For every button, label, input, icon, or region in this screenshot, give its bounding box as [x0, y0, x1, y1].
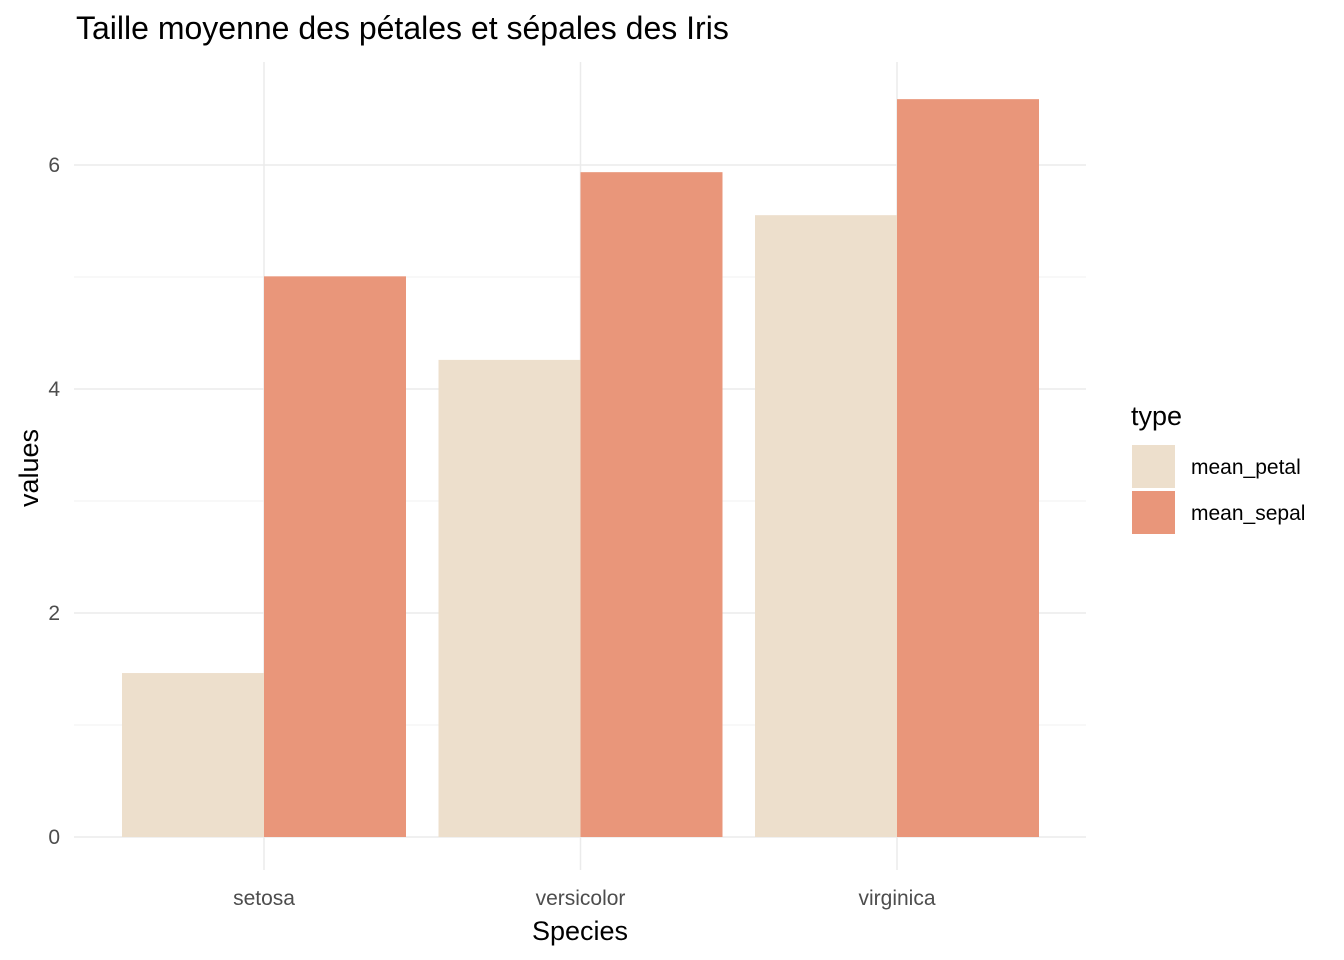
- legend-title: type: [1131, 401, 1182, 431]
- y-tick-label: 2: [48, 602, 60, 625]
- y-axis-ticks: 0 2 4 6: [48, 154, 60, 849]
- x-tick-label: virginica: [858, 887, 935, 910]
- bar-mean_sepal-versicolor: [580, 172, 723, 838]
- legend: type mean_petal mean_sepal: [1131, 401, 1305, 534]
- x-tick-label: setosa: [233, 887, 295, 910]
- legend-label-mean_petal: mean_petal: [1191, 456, 1301, 479]
- chart-title: Taille moyenne des pétales et sépales de…: [76, 10, 729, 46]
- y-axis-title: values: [14, 429, 44, 507]
- x-axis-ticks: setosa versicolor virginica: [233, 887, 936, 910]
- bar-mean_sepal-setosa: [264, 276, 406, 837]
- y-tick-label: 6: [48, 154, 60, 177]
- bar-mean_petal-setosa: [122, 673, 264, 837]
- x-tick-label: versicolor: [536, 887, 626, 910]
- y-tick-label: 4: [48, 378, 60, 401]
- y-tick-label: 0: [48, 826, 60, 849]
- bar-mean_petal-virginica: [755, 215, 897, 837]
- legend-swatch-mean_petal: [1132, 445, 1175, 488]
- x-axis-title: Species: [532, 916, 628, 946]
- legend-label-mean_sepal: mean_sepal: [1191, 502, 1305, 525]
- bar-mean_petal-versicolor: [438, 359, 581, 837]
- bar-mean_sepal-virginica: [897, 99, 1039, 838]
- legend-swatch-mean_sepal: [1132, 491, 1175, 534]
- bars: [122, 99, 1039, 838]
